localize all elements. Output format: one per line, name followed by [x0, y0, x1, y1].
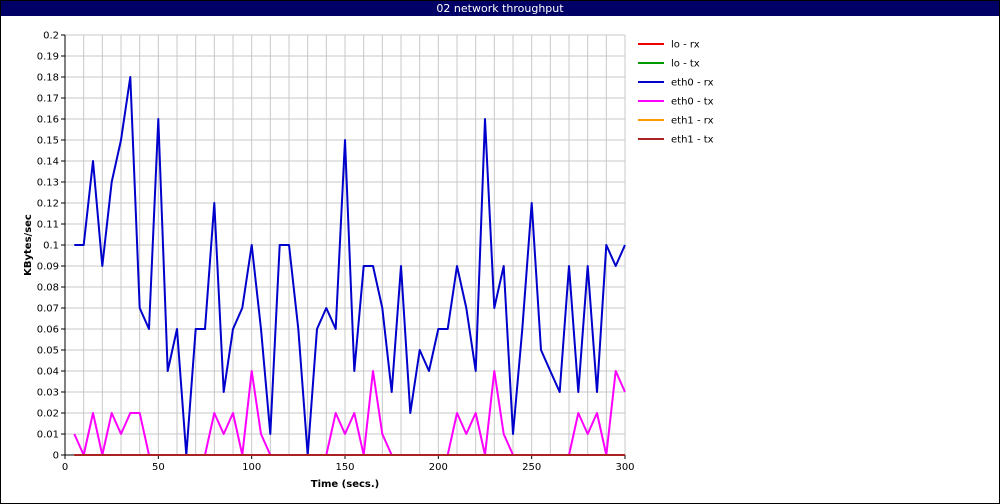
x-axis-label: Time (secs.) — [311, 479, 380, 490]
series-line-eth0-rx — [74, 76, 626, 456]
y-tick-label: 0 — [53, 451, 59, 462]
y-tick-label: 0.06 — [37, 325, 59, 336]
legend-label-lo-rx: lo - rx — [671, 40, 700, 51]
x-tick-label: 200 — [429, 462, 448, 473]
x-tick-label: 50 — [152, 462, 165, 473]
legend-label-lo-tx: lo - tx — [671, 59, 700, 70]
y-tick-label: 0.14 — [37, 157, 59, 168]
y-tick-label: 0.17 — [37, 94, 59, 105]
x-tick-label: 100 — [242, 462, 261, 473]
y-tick-label: 0.07 — [37, 304, 59, 315]
legend-label-eth0-rx: eth0 - rx — [671, 78, 714, 89]
x-tick-label: 0 — [62, 462, 68, 473]
legend-label-eth1-rx: eth1 - rx — [671, 116, 714, 127]
x-tick-label: 250 — [522, 462, 541, 473]
series-lines — [73, 76, 626, 456]
y-tick-label: 0.1 — [43, 241, 59, 252]
x-tick-label: 150 — [335, 462, 354, 473]
y-tick-label: 0.01 — [37, 430, 59, 441]
y-tick-label: 0.05 — [37, 346, 59, 357]
y-tick-label: 0.02 — [37, 409, 59, 420]
y-tick-label: 0.15 — [37, 136, 59, 147]
y-tick-label: 0.19 — [37, 52, 59, 63]
grid — [64, 34, 626, 456]
legend-label-eth0-tx: eth0 - tx — [671, 97, 714, 108]
y-tick-label: 0.16 — [37, 115, 59, 126]
legend: lo - rx lo - tx eth0 - rx eth0 - tx eth1 - r… — [638, 40, 714, 146]
y-tick-label: 0.08 — [37, 283, 59, 294]
y-tick-label: 0.04 — [37, 367, 59, 378]
y-axis-label: KBytes/sec — [23, 214, 34, 276]
chart-title: 02 network throughput — [1, 1, 999, 16]
y-tick-label: 0.2 — [43, 31, 59, 42]
y-tick-label: 0.11 — [37, 220, 59, 231]
legend-label-eth1-tx: eth1 - tx — [671, 135, 714, 146]
y-tick-label: 0.09 — [37, 262, 59, 273]
y-tick-label: 0.13 — [37, 178, 59, 189]
y-tick-label: 0.03 — [37, 388, 59, 399]
y-tick-label: 0.18 — [37, 73, 59, 84]
x-tick-label: 300 — [615, 462, 634, 473]
y-tick-label: 0.12 — [37, 199, 59, 210]
